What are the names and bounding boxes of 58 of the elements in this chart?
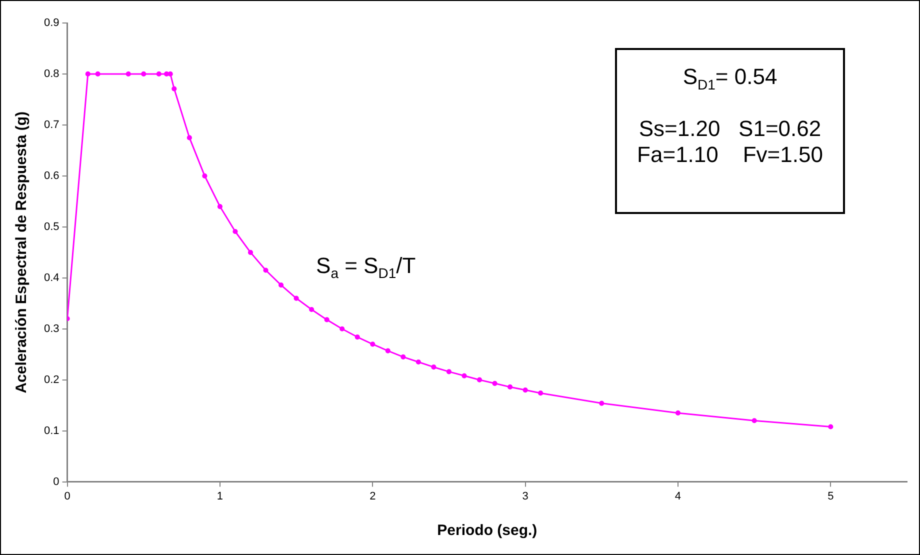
point [172, 86, 177, 92]
annotation: S$_{a}$ = S$_{D1}$/T [316, 252, 416, 282]
x-tick-label: 0 [64, 490, 70, 502]
x-tick-label: 5 [828, 490, 834, 502]
annotation: Fa=1.10 Fv=1.50 [636, 142, 824, 168]
x-tick-label: 3 [522, 490, 528, 502]
x-tick-label: 2 [370, 490, 376, 502]
y-tick-label: 0.2 [44, 374, 60, 386]
point [294, 296, 299, 301]
point [168, 71, 173, 77]
x-tick-label: 1 [216, 490, 224, 502]
point [446, 369, 452, 374]
point [522, 387, 528, 393]
point [828, 424, 834, 430]
point [156, 71, 162, 77]
y-tick-label: 0.6 [44, 170, 60, 182]
y-tick-label: 0.5 [44, 220, 60, 233]
note-box: S$_{D1}$= 0.54 Ss=1.20 S1=0.62 Fa=1.10 Fv=1.50 [615, 48, 845, 214]
x-tick-label: 4 [674, 490, 682, 502]
point [95, 71, 100, 77]
point [126, 71, 131, 77]
point [202, 173, 208, 178]
y-tick-label: 0.3 [44, 322, 60, 335]
point [263, 268, 268, 273]
point [85, 71, 90, 77]
point [752, 418, 757, 424]
point [217, 204, 223, 210]
y-tick-label: 0 [53, 476, 60, 488]
annotation: Ss=1.20 S1=0.62 [638, 116, 822, 142]
point [507, 384, 513, 390]
point [354, 334, 360, 340]
y-tick-label: 0.4 [44, 272, 60, 284]
y-axis-title: Aceleración Espectral de Respuesta (g) [13, 112, 30, 394]
point [431, 364, 436, 370]
y-tick-label: 0.8 [44, 68, 60, 80]
y-tick-label: 0.7 [44, 118, 60, 131]
y-tick-label: 0.9 [44, 17, 60, 30]
point [370, 342, 376, 347]
point [538, 390, 544, 396]
y-tick-label: 0.1 [44, 424, 60, 437]
point [309, 306, 314, 312]
point [232, 228, 238, 234]
point [400, 354, 406, 360]
point [599, 400, 604, 406]
point [248, 250, 254, 255]
point [278, 282, 284, 288]
point [385, 348, 390, 354]
point [492, 380, 498, 386]
x-axis-title: Periodo (seg.) [437, 522, 538, 540]
point [324, 317, 330, 322]
point [675, 410, 681, 416]
annotation: S$_{D1}$= 0.54 [682, 64, 778, 92]
point [476, 377, 482, 382]
point [416, 359, 421, 365]
point [186, 135, 192, 140]
point [141, 71, 146, 77]
point [340, 326, 345, 332]
point [462, 373, 467, 378]
